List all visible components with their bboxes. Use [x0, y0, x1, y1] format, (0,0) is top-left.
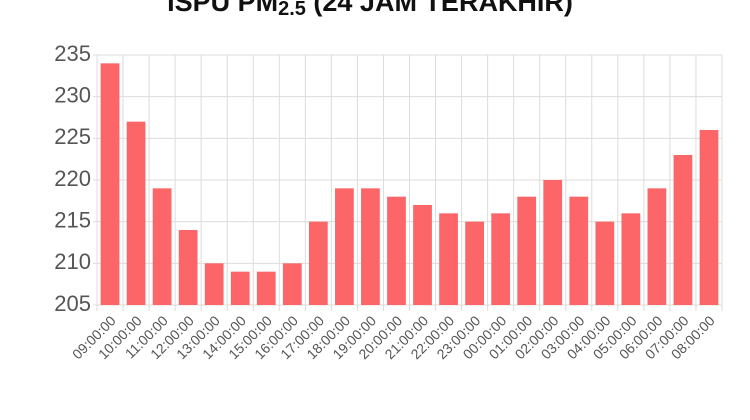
chart-title: ISPU PM2.5 (24 JAM TERAKHIR) [167, 0, 573, 20]
bar [699, 130, 719, 305]
bar [204, 263, 224, 305]
bar [256, 271, 276, 305]
bar [387, 196, 406, 305]
bar [647, 188, 667, 305]
bar [282, 263, 302, 305]
y-tick-label: 220 [54, 166, 91, 191]
y-tick-label: 215 [54, 207, 91, 232]
bar [308, 221, 328, 305]
y-tick-label: 225 [54, 124, 91, 149]
bar [335, 188, 354, 305]
y-tick-label: 210 [54, 249, 91, 274]
bar [439, 213, 458, 305]
y-tick-label: 230 [54, 82, 91, 107]
bar [595, 221, 615, 305]
bar [491, 213, 511, 305]
bar [543, 180, 563, 305]
bar [178, 230, 198, 305]
bar [465, 221, 484, 305]
bar [569, 196, 589, 305]
bar [517, 196, 537, 305]
bar [152, 188, 172, 305]
bar [100, 63, 120, 306]
bar [361, 188, 380, 305]
bar [230, 271, 250, 305]
bar [673, 155, 693, 305]
title-part: (24 JAM TERAKHIR) [306, 0, 573, 17]
bar [413, 205, 432, 305]
y-tick-label: 235 [54, 41, 91, 66]
bar [621, 213, 641, 305]
bar [126, 121, 146, 306]
y-tick-label: 205 [54, 291, 91, 316]
title-sub: 2.5 [278, 0, 306, 20]
title-part: ISPU PM [167, 0, 278, 17]
